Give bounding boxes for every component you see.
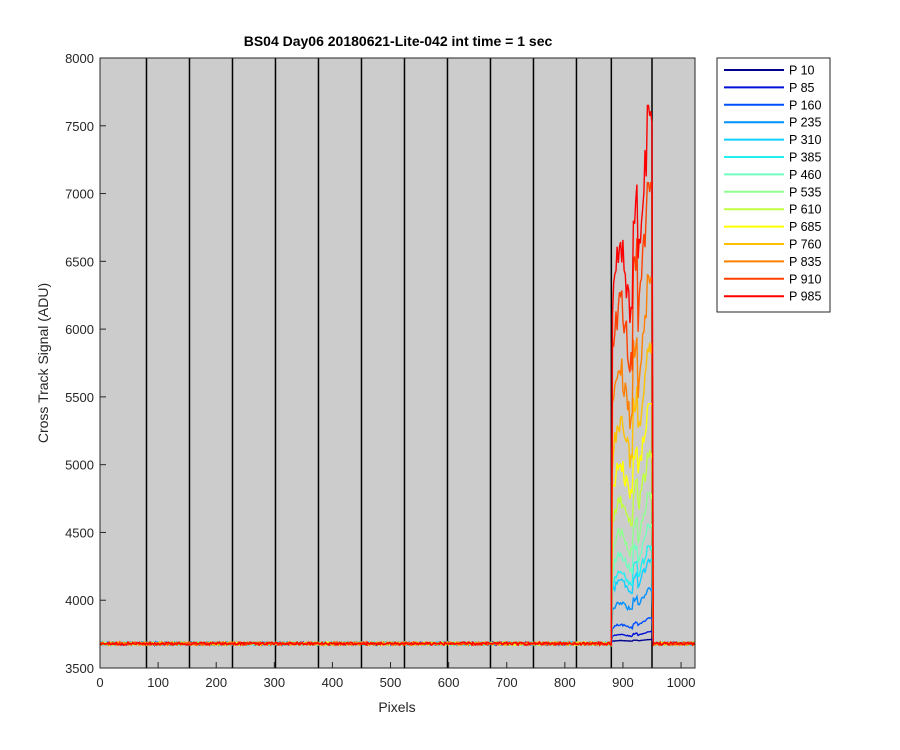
x-axis-ticks: 0 100 200 300 400 500 600 700 800 900 1000 bbox=[96, 662, 696, 690]
legend-label: P 760 bbox=[789, 238, 821, 252]
legend-box bbox=[716, 57, 831, 313]
series-line bbox=[99, 104, 696, 648]
series-lines bbox=[99, 104, 696, 648]
legend-label: P 385 bbox=[789, 151, 821, 165]
x-tick-label: 900 bbox=[612, 675, 634, 690]
y-tick-label: 3500 bbox=[65, 661, 94, 676]
x-tick-label: 500 bbox=[380, 675, 402, 690]
legend-label: P 160 bbox=[789, 98, 821, 112]
x-tick-label: 400 bbox=[322, 675, 344, 690]
y-tick-label: 7000 bbox=[65, 187, 94, 202]
legend-label: P 910 bbox=[789, 272, 821, 286]
x-tick-label: 100 bbox=[147, 675, 169, 690]
x-tick-label: 1000 bbox=[667, 675, 696, 690]
y-axis-ticks: 3500 4000 4500 5000 5500 6000 6500 7000 7500 8000 bbox=[65, 51, 106, 676]
x-tick-label: 600 bbox=[438, 675, 460, 690]
legend-label: P 535 bbox=[789, 185, 821, 199]
plot-background bbox=[100, 58, 695, 668]
y-tick-label: 5000 bbox=[65, 458, 94, 473]
chart-title: BS04 Day06 20180621-Lite-042 int time = … bbox=[244, 33, 553, 49]
y-tick-label: 6500 bbox=[65, 254, 94, 269]
x-tick-label: 300 bbox=[263, 675, 285, 690]
legend-label: P 835 bbox=[789, 255, 821, 269]
x-tick-label: 700 bbox=[496, 675, 518, 690]
vertical-dividers bbox=[145, 58, 653, 668]
legend-label: P 610 bbox=[789, 203, 821, 217]
legend-label: P 460 bbox=[789, 168, 821, 182]
legend-label: P 235 bbox=[789, 116, 821, 130]
legend-items: P 10 P 85 P 160 P 235 P 310 P 385 P 460 P 535 P … bbox=[724, 64, 821, 304]
legend-label: P 10 bbox=[789, 64, 815, 78]
y-axis-label: Cross Track Signal (ADU) bbox=[35, 283, 51, 443]
x-tick-label: 800 bbox=[554, 675, 576, 690]
legend-label: P 85 bbox=[789, 81, 815, 95]
x-axis-label: Pixels bbox=[378, 699, 415, 715]
legend-label: P 310 bbox=[789, 133, 821, 147]
legend: P 10 P 85 P 160 P 235 P 310 P 385 P 460 P 535 P … bbox=[716, 57, 831, 313]
plot-frame bbox=[99, 57, 696, 669]
legend-label: P 985 bbox=[789, 290, 821, 304]
y-tick-label: 4500 bbox=[65, 525, 94, 540]
y-tick-label: 8000 bbox=[65, 51, 94, 66]
x-tick-label: 0 bbox=[96, 675, 103, 690]
legend-label: P 685 bbox=[789, 220, 821, 234]
x-tick-label: 200 bbox=[205, 675, 227, 690]
y-tick-label: 4000 bbox=[65, 593, 94, 608]
y-tick-label: 7500 bbox=[65, 119, 94, 134]
y-tick-label: 6000 bbox=[65, 322, 94, 337]
y-tick-label: 5500 bbox=[65, 390, 94, 405]
